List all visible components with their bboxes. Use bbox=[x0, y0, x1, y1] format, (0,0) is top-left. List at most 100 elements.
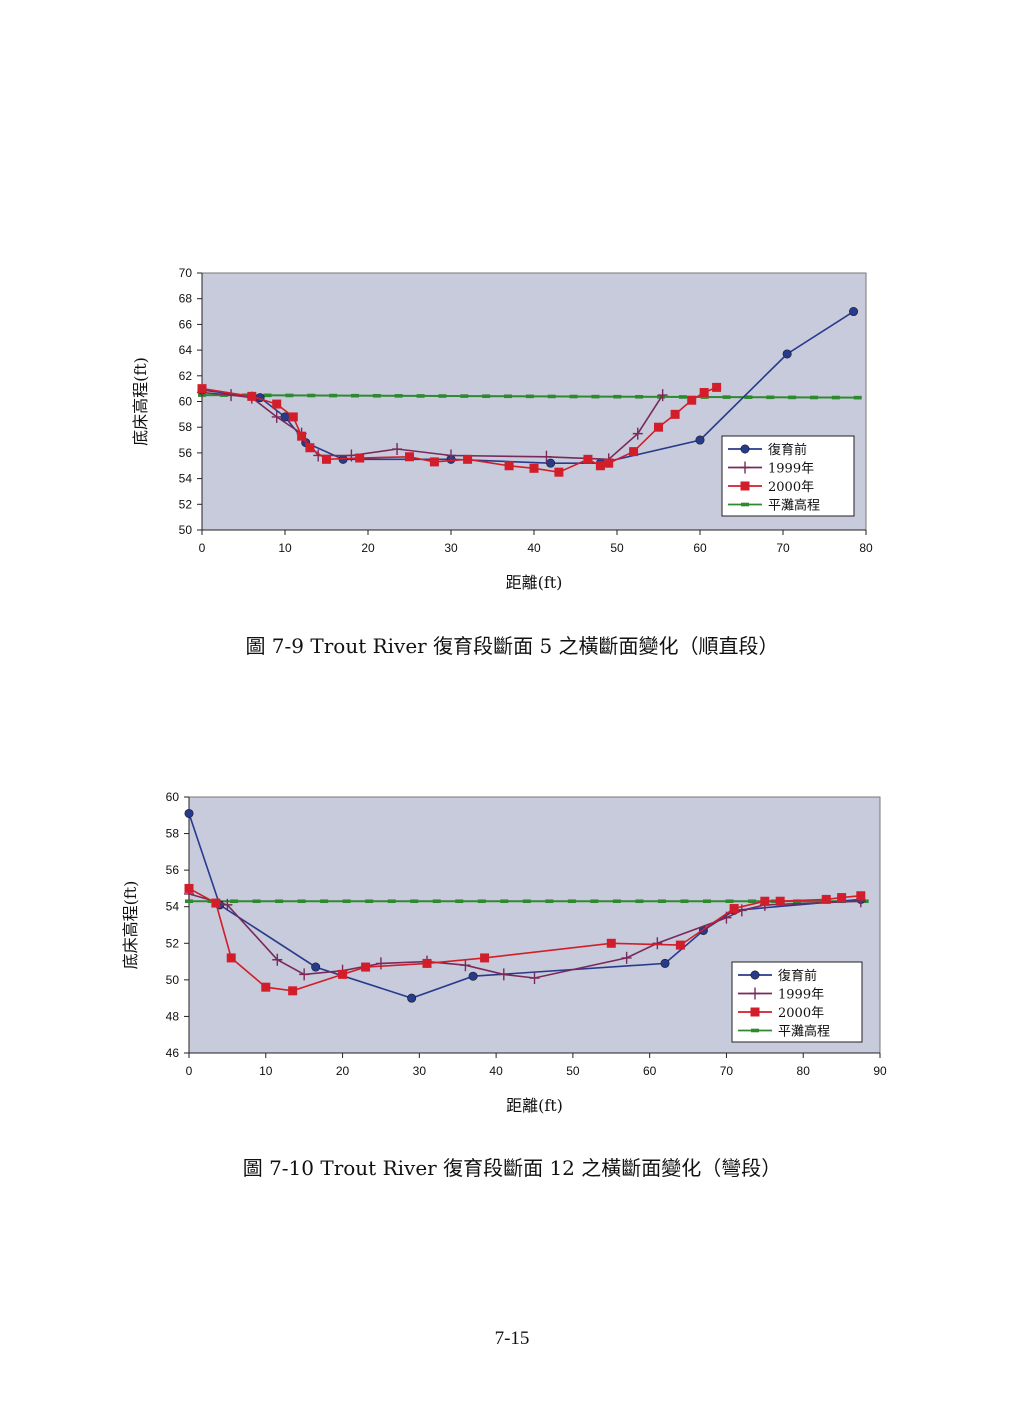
x-tick-label: 90 bbox=[873, 1064, 887, 1078]
series-point-4 bbox=[285, 393, 294, 398]
series-point-4 bbox=[342, 899, 351, 904]
series-point-3 bbox=[760, 896, 770, 906]
series-point-4 bbox=[525, 394, 534, 399]
legend-label: 復育前 bbox=[778, 968, 817, 984]
legend-label: 復育前 bbox=[768, 442, 807, 458]
series-point-3 bbox=[480, 953, 490, 963]
series-point-3 bbox=[654, 422, 663, 432]
series-point-3 bbox=[856, 891, 866, 901]
series-point-3 bbox=[322, 454, 331, 464]
series-point-4 bbox=[263, 393, 272, 398]
series-point-4 bbox=[252, 899, 261, 904]
figure-caption-7-9: 圖 7-9 Trout River 復育段斷面 5 之橫斷面變化（順直段） bbox=[245, 634, 779, 658]
y-tick-label: 58 bbox=[166, 827, 180, 841]
x-tick-label: 30 bbox=[444, 541, 458, 555]
legend-label: 2000年 bbox=[768, 480, 814, 495]
y-tick-label: 46 bbox=[166, 1046, 180, 1060]
series-point-3 bbox=[184, 883, 194, 893]
series-point-3 bbox=[687, 395, 697, 405]
series-point-3 bbox=[504, 461, 514, 471]
series-point-4 bbox=[569, 394, 578, 399]
series-point-4 bbox=[372, 393, 381, 398]
series-point-3 bbox=[595, 461, 605, 471]
x-tick-label: 80 bbox=[797, 1064, 811, 1078]
series-point-4 bbox=[635, 899, 644, 904]
chart-1: 50 52 54 56 58 60 62 64 66 68 70 0 10 20 30 40 50 60 70 80 距… bbox=[131, 266, 873, 592]
figure-caption-7-10: 圖 7-10 Trout River 復育段斷面 12 之橫斷面變化（彎段） bbox=[242, 1156, 782, 1180]
series-point-4 bbox=[185, 899, 193, 904]
y-tick-label: 68 bbox=[179, 292, 193, 306]
series-point-4 bbox=[613, 394, 622, 399]
series-point-3 bbox=[670, 409, 680, 419]
series-point-4 bbox=[547, 394, 556, 399]
series-point-4 bbox=[744, 395, 753, 400]
series-point-4 bbox=[635, 394, 644, 399]
series-point-3 bbox=[712, 382, 722, 392]
series-point-1 bbox=[782, 349, 792, 359]
x-tick-label: 40 bbox=[489, 1064, 503, 1078]
x-tick-label: 60 bbox=[693, 541, 707, 555]
series-point-4 bbox=[678, 395, 687, 399]
series-point-4 bbox=[394, 394, 403, 398]
series-point-2 bbox=[529, 972, 540, 985]
series-point-2 bbox=[392, 443, 403, 456]
y-tick-label: 50 bbox=[179, 523, 193, 537]
series-point-4 bbox=[482, 394, 491, 398]
series-point-4 bbox=[522, 899, 531, 904]
series-point-2 bbox=[657, 389, 668, 402]
series-point-4 bbox=[410, 899, 419, 904]
x-tick-label: 50 bbox=[610, 541, 624, 555]
series-point-2 bbox=[226, 389, 237, 402]
series-point-4 bbox=[766, 395, 775, 400]
series-point-4 bbox=[809, 395, 818, 400]
series-point-4 bbox=[432, 899, 441, 904]
series-point-4 bbox=[657, 899, 666, 904]
y-tick-label: 50 bbox=[166, 973, 180, 987]
series-point-2 bbox=[446, 449, 456, 462]
legend-marker bbox=[750, 1007, 760, 1017]
series-point-4 bbox=[455, 899, 464, 904]
series-point-4 bbox=[460, 394, 469, 398]
y-tick-label: 64 bbox=[179, 343, 193, 357]
series-point-3 bbox=[529, 463, 539, 473]
x-tick-label: 10 bbox=[259, 1064, 273, 1078]
series-point-1 bbox=[184, 808, 194, 818]
legend-marker bbox=[740, 444, 750, 454]
series-point-4 bbox=[612, 899, 621, 904]
series-point-2 bbox=[460, 959, 471, 972]
series-point-3 bbox=[247, 391, 257, 401]
x-tick-label: 20 bbox=[361, 541, 375, 555]
series-point-3 bbox=[197, 384, 207, 394]
series-point-4 bbox=[230, 899, 239, 904]
y-tick-label: 66 bbox=[179, 317, 193, 331]
series-point-3 bbox=[288, 412, 298, 422]
x-tick-label: 70 bbox=[720, 1064, 734, 1078]
x-tick-label: 70 bbox=[776, 541, 790, 555]
legend-marker bbox=[741, 502, 749, 507]
series-point-4 bbox=[748, 899, 757, 904]
series-point-3 bbox=[463, 454, 473, 464]
x-tick-label: 20 bbox=[336, 1064, 350, 1078]
y-tick-label: 62 bbox=[179, 369, 193, 383]
series-point-1 bbox=[311, 962, 321, 972]
series-point-4 bbox=[307, 393, 316, 398]
series-point-4 bbox=[297, 899, 306, 904]
page-number: 7-15 bbox=[494, 1328, 530, 1349]
x-tick-label: 50 bbox=[566, 1064, 580, 1078]
series-point-3 bbox=[675, 940, 685, 950]
series-point-2 bbox=[299, 968, 310, 981]
series-point-4 bbox=[567, 899, 576, 904]
series-point-4 bbox=[590, 899, 599, 904]
series-point-3 bbox=[699, 388, 709, 398]
series-point-4 bbox=[365, 899, 374, 904]
y-axis-title: 底床高程(ft) bbox=[121, 881, 140, 970]
series-point-1 bbox=[468, 971, 478, 981]
series-point-3 bbox=[338, 969, 348, 979]
series-point-3 bbox=[629, 447, 639, 457]
legend-label: 平灘高程 bbox=[778, 1024, 830, 1040]
y-tick-label: 70 bbox=[179, 266, 193, 280]
series-point-2 bbox=[632, 427, 643, 440]
series-point-2 bbox=[222, 898, 233, 911]
series-point-3 bbox=[361, 962, 371, 972]
